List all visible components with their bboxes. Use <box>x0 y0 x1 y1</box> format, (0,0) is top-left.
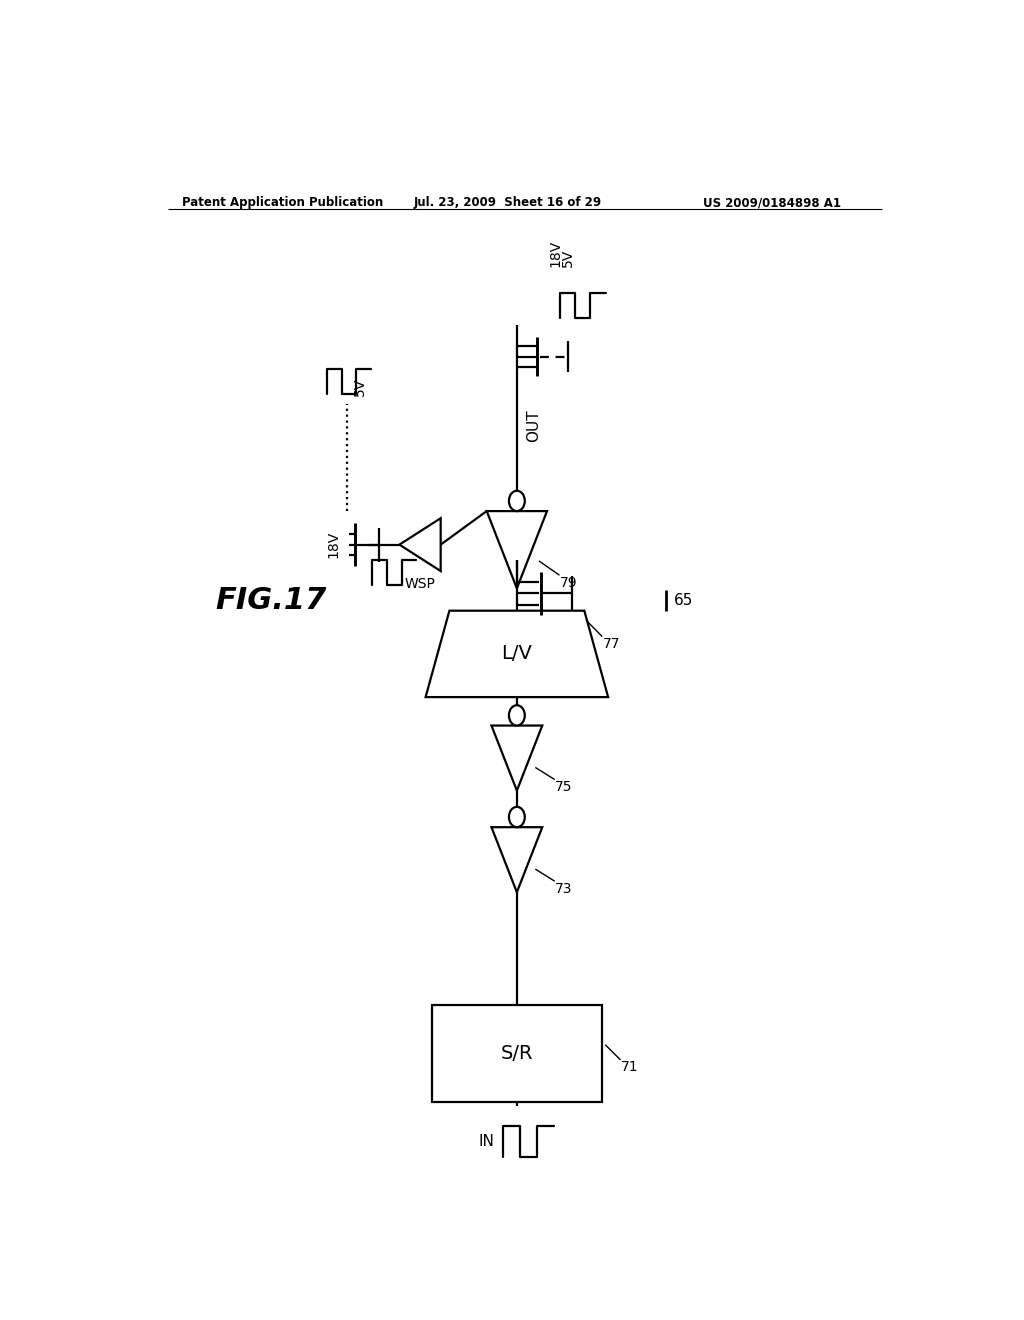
Text: L/V: L/V <box>502 644 532 664</box>
Text: 79: 79 <box>560 576 578 590</box>
Text: 18V: 18V <box>327 531 341 558</box>
Text: 75: 75 <box>555 780 572 795</box>
Text: WSP: WSP <box>404 577 435 591</box>
Text: 18V: 18V <box>549 240 563 267</box>
Text: Patent Application Publication: Patent Application Publication <box>182 195 383 209</box>
Text: 73: 73 <box>555 882 572 896</box>
Text: FIG.17: FIG.17 <box>215 586 327 615</box>
Circle shape <box>509 807 525 828</box>
Text: 65: 65 <box>674 593 693 609</box>
Text: 77: 77 <box>602 638 621 651</box>
Text: Jul. 23, 2009  Sheet 16 of 29: Jul. 23, 2009 Sheet 16 of 29 <box>414 195 602 209</box>
Text: US 2009/0184898 A1: US 2009/0184898 A1 <box>703 195 842 209</box>
Text: OUT: OUT <box>526 409 542 442</box>
Text: 5V: 5V <box>561 249 574 267</box>
Text: 71: 71 <box>621 1060 638 1074</box>
Circle shape <box>509 491 525 511</box>
Circle shape <box>509 705 525 726</box>
Bar <box>432 1005 602 1102</box>
Text: IN: IN <box>479 1134 495 1148</box>
Text: 5V: 5V <box>353 378 368 396</box>
Text: S/R: S/R <box>501 1044 534 1063</box>
